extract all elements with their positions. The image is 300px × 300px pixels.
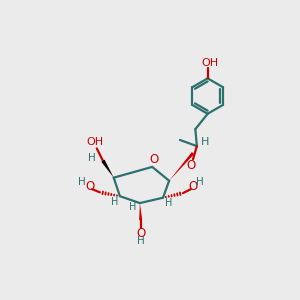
Text: O: O xyxy=(187,159,196,172)
Text: H: H xyxy=(166,198,173,208)
Text: O: O xyxy=(188,180,198,193)
Text: OH: OH xyxy=(201,58,218,68)
Text: H: H xyxy=(196,177,204,187)
Text: H: H xyxy=(78,177,86,187)
Text: H: H xyxy=(88,153,96,163)
Polygon shape xyxy=(101,160,114,178)
Text: O: O xyxy=(85,180,94,193)
Polygon shape xyxy=(139,203,142,220)
Text: H: H xyxy=(128,202,136,212)
Text: H: H xyxy=(200,137,209,147)
Text: O: O xyxy=(149,154,158,166)
Text: H: H xyxy=(137,236,145,246)
Text: OH: OH xyxy=(87,137,104,147)
Polygon shape xyxy=(169,152,194,181)
Text: O: O xyxy=(136,227,145,240)
Text: H: H xyxy=(111,196,118,206)
